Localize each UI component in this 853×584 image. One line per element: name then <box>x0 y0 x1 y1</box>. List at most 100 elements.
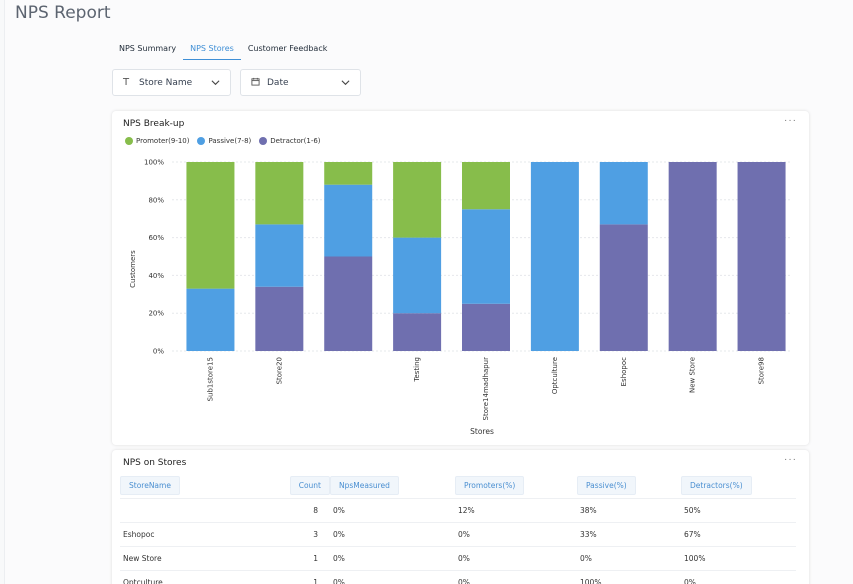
cell-npsmeasured: 0% <box>330 521 455 546</box>
tab-nps-summary[interactable]: NPS Summary <box>119 44 177 53</box>
bar-segment-passive[interactable] <box>324 184 373 257</box>
legend-swatch-passive <box>197 137 206 145</box>
bar-segment-detractor[interactable] <box>599 224 648 351</box>
cell-promoters: 0% <box>455 569 577 584</box>
y-axis-label: Customers <box>129 250 137 288</box>
nps-stores-table: StoreName Count NpsMeasured Promoters(%)… <box>120 474 796 584</box>
cell-detractors: 50% <box>681 497 796 522</box>
text-type-icon: T <box>123 77 130 88</box>
bar-segment-passive[interactable] <box>599 162 648 225</box>
nps-on-stores-card: NPS on Stores ··· StoreName Count NpsMea… <box>112 450 809 584</box>
more-options-icon[interactable]: ··· <box>784 454 797 465</box>
legend-item-detractor[interactable]: Detractor(1-6) <box>259 137 321 145</box>
bar-segment-promoter[interactable] <box>324 162 373 185</box>
y-tick-label: 80% <box>148 196 164 204</box>
chevron-down-icon <box>341 80 350 86</box>
x-tick-label: Store20 <box>275 357 283 384</box>
bar-segment-promoter[interactable] <box>255 162 304 225</box>
nps-breakup-chart: 0% 20% 40% 60% 80% 100% Sub1store15 Store20 Tes… <box>129 159 792 436</box>
legend-label-detractor: Detractor(1-6) <box>270 137 321 145</box>
bar-segment-passive[interactable] <box>186 288 235 351</box>
cell-npsmeasured: 0% <box>330 569 455 584</box>
x-axis-label: Stores <box>470 427 494 436</box>
page-title: NPS Report <box>15 3 111 23</box>
x-tick-label: Optculture <box>551 357 559 394</box>
date-filter-label: Date <box>267 77 289 88</box>
cell-count: 3 <box>280 521 330 546</box>
cell-storename <box>120 497 280 522</box>
bar-segment-passive[interactable] <box>530 162 579 351</box>
bar-segment-detractor[interactable] <box>255 286 304 351</box>
legend-swatch-promoter <box>125 137 133 145</box>
cell-passive: 33% <box>577 521 681 546</box>
y-tick-label: 0% <box>153 348 164 356</box>
legend-swatch-detractor <box>259 137 268 145</box>
cell-passive: 0% <box>577 545 681 570</box>
x-tick-label: Store14madhapur <box>482 357 490 421</box>
date-filter[interactable]: Date <box>240 69 361 96</box>
y-tick-label: 100% <box>144 159 164 167</box>
cell-storename: New Store <box>120 545 280 570</box>
store-name-filter-label: Store Name <box>139 77 193 88</box>
cell-promoters: 0% <box>455 521 577 546</box>
bar-segment-detractor[interactable] <box>668 162 717 351</box>
table-header-row: StoreName Count NpsMeasured Promoters(%)… <box>120 474 796 498</box>
table-row[interactable]: Optculture 1 0% 0% 100% 0% <box>120 569 796 584</box>
y-tick-label: 60% <box>148 234 164 242</box>
table-row[interactable]: 8 0% 12% 38% 50% <box>120 497 796 522</box>
cell-promoters: 0% <box>455 545 577 570</box>
x-tick-label: Sub1store15 <box>206 357 214 401</box>
cell-passive: 100% <box>577 569 681 584</box>
cell-count: 1 <box>280 569 330 584</box>
legend-item-promoter[interactable]: Promoter(9-10) <box>125 137 189 145</box>
cell-count: 1 <box>280 545 330 570</box>
cell-detractors: 67% <box>681 521 796 546</box>
nps-breakup-card: NPS Break-up ··· Promoter(9-10) Passive(… <box>112 111 809 445</box>
bar-segment-promoter[interactable] <box>186 162 235 289</box>
cell-passive: 38% <box>577 497 681 522</box>
bar-segment-detractor[interactable] <box>393 313 442 351</box>
cell-storename: Eshopoc <box>120 521 280 546</box>
bar-segment-detractor[interactable] <box>462 303 510 351</box>
chart-title: NPS Break-up <box>123 119 185 129</box>
x-tick-label: New Store <box>689 357 697 393</box>
legend-label-promoter: Promoter(9-10) <box>136 137 190 145</box>
store-name-filter[interactable]: T Store Name <box>112 69 231 96</box>
table-row[interactable]: Eshopoc 3 0% 0% 33% 67% <box>120 521 796 546</box>
x-tick-label: Store98 <box>758 357 766 384</box>
cell-npsmeasured: 0% <box>330 545 455 570</box>
tab-bar: NPS Summary NPS Stores Customer Feedback <box>112 40 334 60</box>
bar-segment-detractor[interactable] <box>324 256 373 352</box>
legend-item-passive[interactable]: Passive(7-8) <box>197 137 251 145</box>
bar-segment-passive[interactable] <box>255 224 304 287</box>
col-header-count[interactable]: Count <box>280 474 330 498</box>
calendar-icon <box>251 77 265 89</box>
chevron-down-icon <box>211 80 220 86</box>
x-tick-label: Testing <box>413 357 421 383</box>
bar-segment-passive[interactable] <box>462 209 510 304</box>
tab-nps-stores[interactable]: NPS Stores <box>183 40 241 60</box>
tab-customer-feedback[interactable]: Customer Feedback <box>247 44 328 53</box>
bar-segment-promoter[interactable] <box>393 162 442 238</box>
chart-legend: Promoter(9-10) Passive(7-8) Detractor(1-… <box>125 137 329 145</box>
col-header-npsmeasured[interactable]: NpsMeasured <box>330 474 455 498</box>
y-tick-label: 40% <box>148 272 164 280</box>
table-row[interactable]: New Store 1 0% 0% 0% 100% <box>120 545 796 570</box>
cell-detractors: 100% <box>681 545 796 570</box>
more-options-icon[interactable]: ··· <box>784 115 797 126</box>
col-header-passive[interactable]: Passive(%) <box>577 474 681 498</box>
bar-segment-passive[interactable] <box>393 237 442 314</box>
y-tick-label: 20% <box>148 310 164 318</box>
legend-label-passive: Passive(7-8) <box>208 137 252 145</box>
bar-segment-promoter[interactable] <box>462 162 510 210</box>
cell-storename: Optculture <box>120 569 280 584</box>
cell-promoters: 12% <box>455 497 577 522</box>
col-header-promoters[interactable]: Promoters(%) <box>455 474 577 498</box>
cell-count: 8 <box>280 497 330 522</box>
x-tick-label: Eshopoc <box>620 357 628 387</box>
bar-segment-detractor[interactable] <box>737 162 786 351</box>
table-title: NPS on Stores <box>123 458 187 468</box>
col-header-storename[interactable]: StoreName <box>120 474 280 498</box>
cell-detractors: 0% <box>681 569 796 584</box>
col-header-detractors[interactable]: Detractors(%) <box>681 474 796 498</box>
